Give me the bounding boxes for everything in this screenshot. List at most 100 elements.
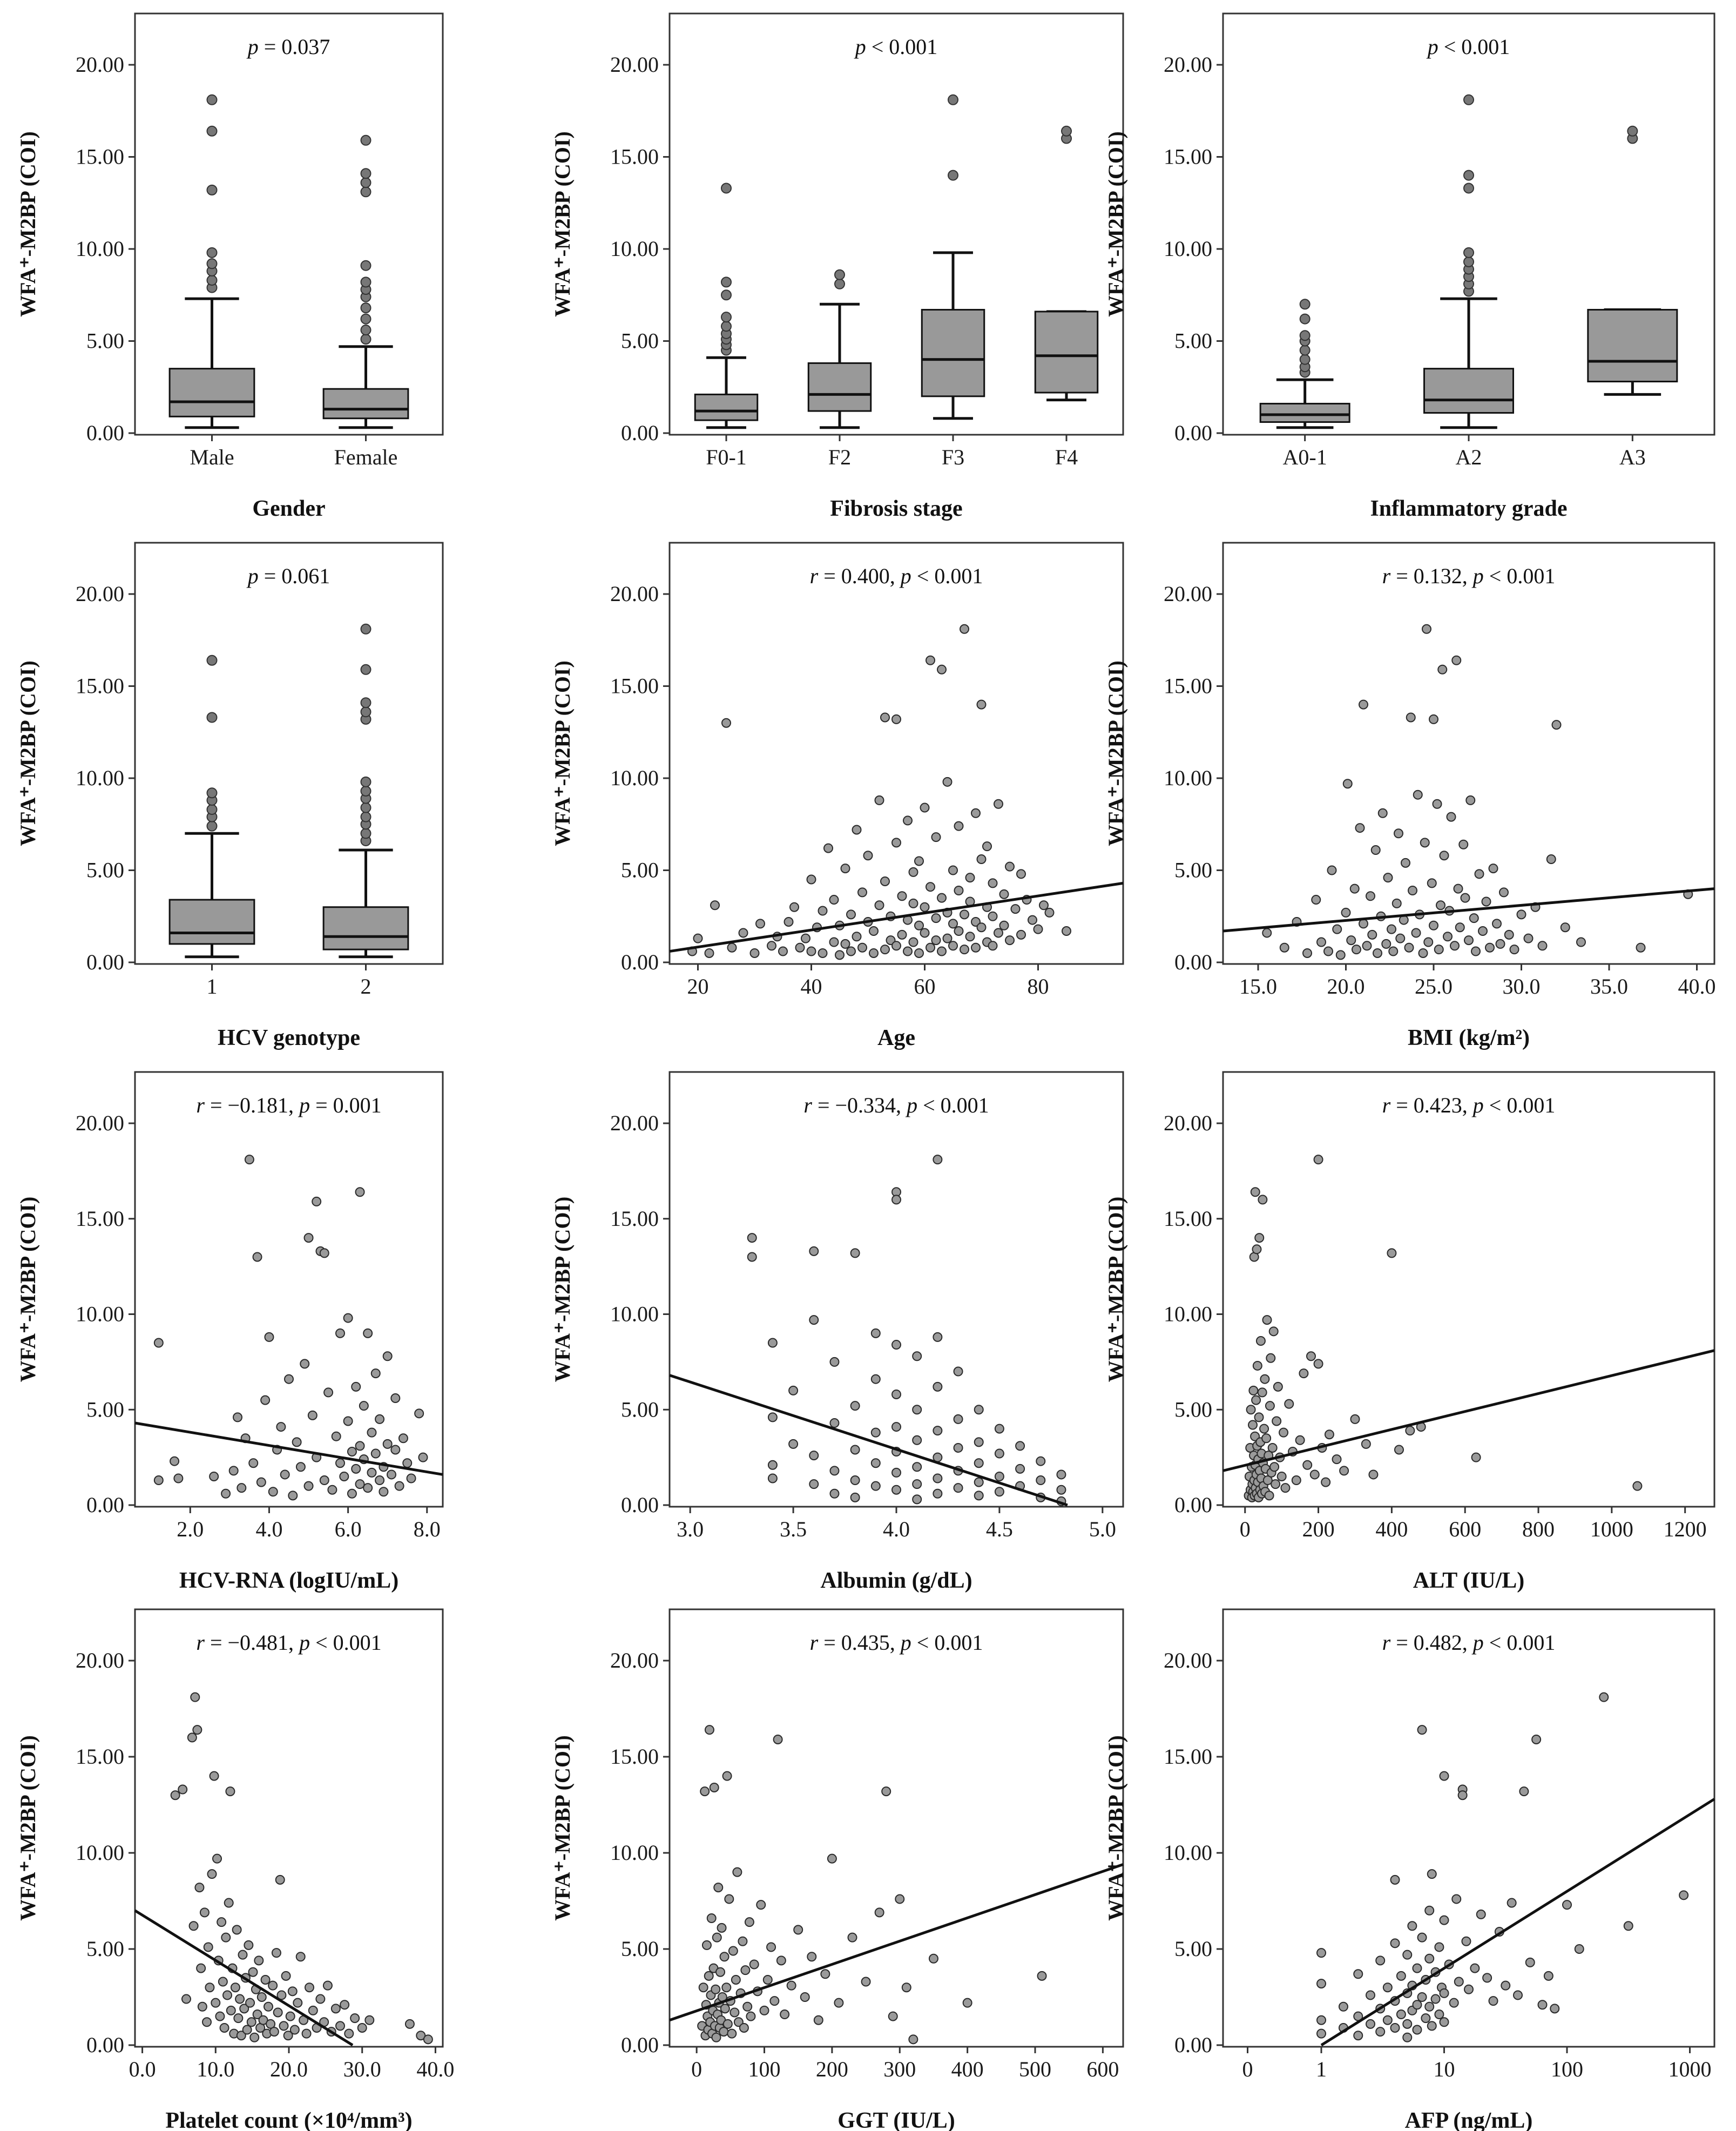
data-point xyxy=(209,1471,219,1481)
x-tick-label: 10.0 xyxy=(197,2057,234,2081)
x-tick-label: 0 xyxy=(691,2057,702,2081)
data-point xyxy=(724,1894,734,1904)
data-point xyxy=(268,1487,278,1497)
data-point xyxy=(260,1395,271,1405)
iqr-box xyxy=(807,362,872,412)
data-point xyxy=(870,1481,881,1491)
data-point xyxy=(222,1990,232,2000)
x-tick-label: 20.0 xyxy=(1327,974,1365,999)
data-point xyxy=(850,1445,860,1455)
stat-annotation: p < 0.001 xyxy=(1426,35,1510,59)
data-point xyxy=(847,1932,857,1943)
data-point xyxy=(238,1950,248,1960)
x-tick-label: 15.0 xyxy=(1239,974,1277,999)
y-tick-label: 20.00 xyxy=(76,1648,124,1673)
data-point xyxy=(196,1963,206,1973)
data-point xyxy=(1550,2004,1560,2014)
data-point xyxy=(880,945,890,955)
data-point xyxy=(351,1381,361,1392)
stat-stat-rest2: < 0.001 xyxy=(310,1630,382,1655)
data-point xyxy=(857,942,867,953)
outlier-point xyxy=(360,134,371,146)
y-tick-label: 5.00 xyxy=(1174,329,1212,353)
y-tick-label: 20.00 xyxy=(1164,1111,1212,1135)
data-point xyxy=(256,1477,266,1487)
data-point xyxy=(912,1405,922,1415)
data-point xyxy=(1394,1445,1404,1455)
data-point xyxy=(322,1980,333,1991)
data-point xyxy=(948,865,958,875)
data-point xyxy=(988,941,998,951)
scatter-points xyxy=(747,1155,1066,1506)
data-point xyxy=(732,1867,742,1877)
data-point xyxy=(276,1422,286,1432)
y-axis-label: WFA⁺-M2BP (COI) xyxy=(1104,1735,1128,1921)
data-point xyxy=(1407,1921,1417,1931)
outlier-point xyxy=(360,177,371,188)
stat-stat-var2: p xyxy=(905,1093,917,1117)
stat-stat-var: r xyxy=(810,564,819,588)
data-point xyxy=(731,1974,741,1985)
data-point xyxy=(912,1435,922,1445)
data-point xyxy=(1509,945,1519,955)
data-point xyxy=(965,873,975,883)
box-male xyxy=(168,94,255,429)
stat-stat-var: r xyxy=(1382,1630,1391,1655)
plot-frame xyxy=(1222,542,1715,965)
data-point xyxy=(1543,1971,1553,1981)
y-tick-label: 20.00 xyxy=(610,1648,659,1673)
data-point xyxy=(1268,1326,1279,1337)
plot-frame xyxy=(668,1608,1124,2048)
stat-annotation: p < 0.001 xyxy=(854,35,938,59)
data-point xyxy=(1449,1998,1459,2008)
y-tick-label: 20.00 xyxy=(76,52,124,77)
data-point xyxy=(937,664,947,675)
data-point xyxy=(1246,1405,1256,1415)
data-point xyxy=(194,1883,205,1893)
data-point xyxy=(1469,913,1479,923)
x-tick-label: F2 xyxy=(828,445,851,469)
data-point xyxy=(1016,929,1026,940)
data-point xyxy=(357,2022,367,2033)
data-point xyxy=(953,1414,963,1424)
data-point xyxy=(809,1479,819,1489)
stat-stat-var2: p xyxy=(1471,1093,1484,1117)
data-point xyxy=(1010,904,1021,914)
data-point xyxy=(1264,1491,1274,1501)
data-point xyxy=(1033,924,1043,934)
data-point xyxy=(375,1414,385,1424)
data-point xyxy=(953,1366,963,1377)
data-point xyxy=(813,2015,823,2025)
data-point xyxy=(971,808,981,818)
iqr-box xyxy=(1034,311,1099,394)
data-point xyxy=(1332,1454,1342,1465)
x-tick-label: 1 xyxy=(1316,2057,1327,2081)
data-point xyxy=(1457,1790,1468,1800)
data-point xyxy=(709,1782,719,1792)
stat-stat-rest2: = 0.001 xyxy=(310,1093,382,1117)
data-point xyxy=(1262,928,1272,938)
x-tick-label: 3.5 xyxy=(780,1517,807,1541)
data-point xyxy=(284,1374,294,1384)
x-tick-label: F3 xyxy=(942,445,964,469)
data-point xyxy=(1321,1477,1331,1487)
data-point xyxy=(1455,922,1465,933)
data-point xyxy=(942,933,953,943)
data-point xyxy=(712,1932,722,1943)
data-point xyxy=(891,1467,901,1478)
data-point xyxy=(746,2011,756,2021)
data-point xyxy=(1316,2028,1326,2039)
stat-annotation: r = 0.482, p < 0.001 xyxy=(1382,1630,1556,1655)
data-point xyxy=(335,1328,345,1338)
data-point xyxy=(1412,1963,1422,1973)
outlier-point xyxy=(360,325,371,336)
x-tick-label: 10 xyxy=(1434,2057,1455,2081)
data-point xyxy=(1373,948,1382,958)
data-point xyxy=(1261,1433,1272,1444)
x-tick-label: 60 xyxy=(914,974,936,999)
data-point xyxy=(315,1994,326,2004)
data-point xyxy=(840,864,850,874)
data-point xyxy=(891,1485,901,1495)
data-point xyxy=(933,1426,943,1436)
x-tick-label: A0-1 xyxy=(1283,445,1327,469)
